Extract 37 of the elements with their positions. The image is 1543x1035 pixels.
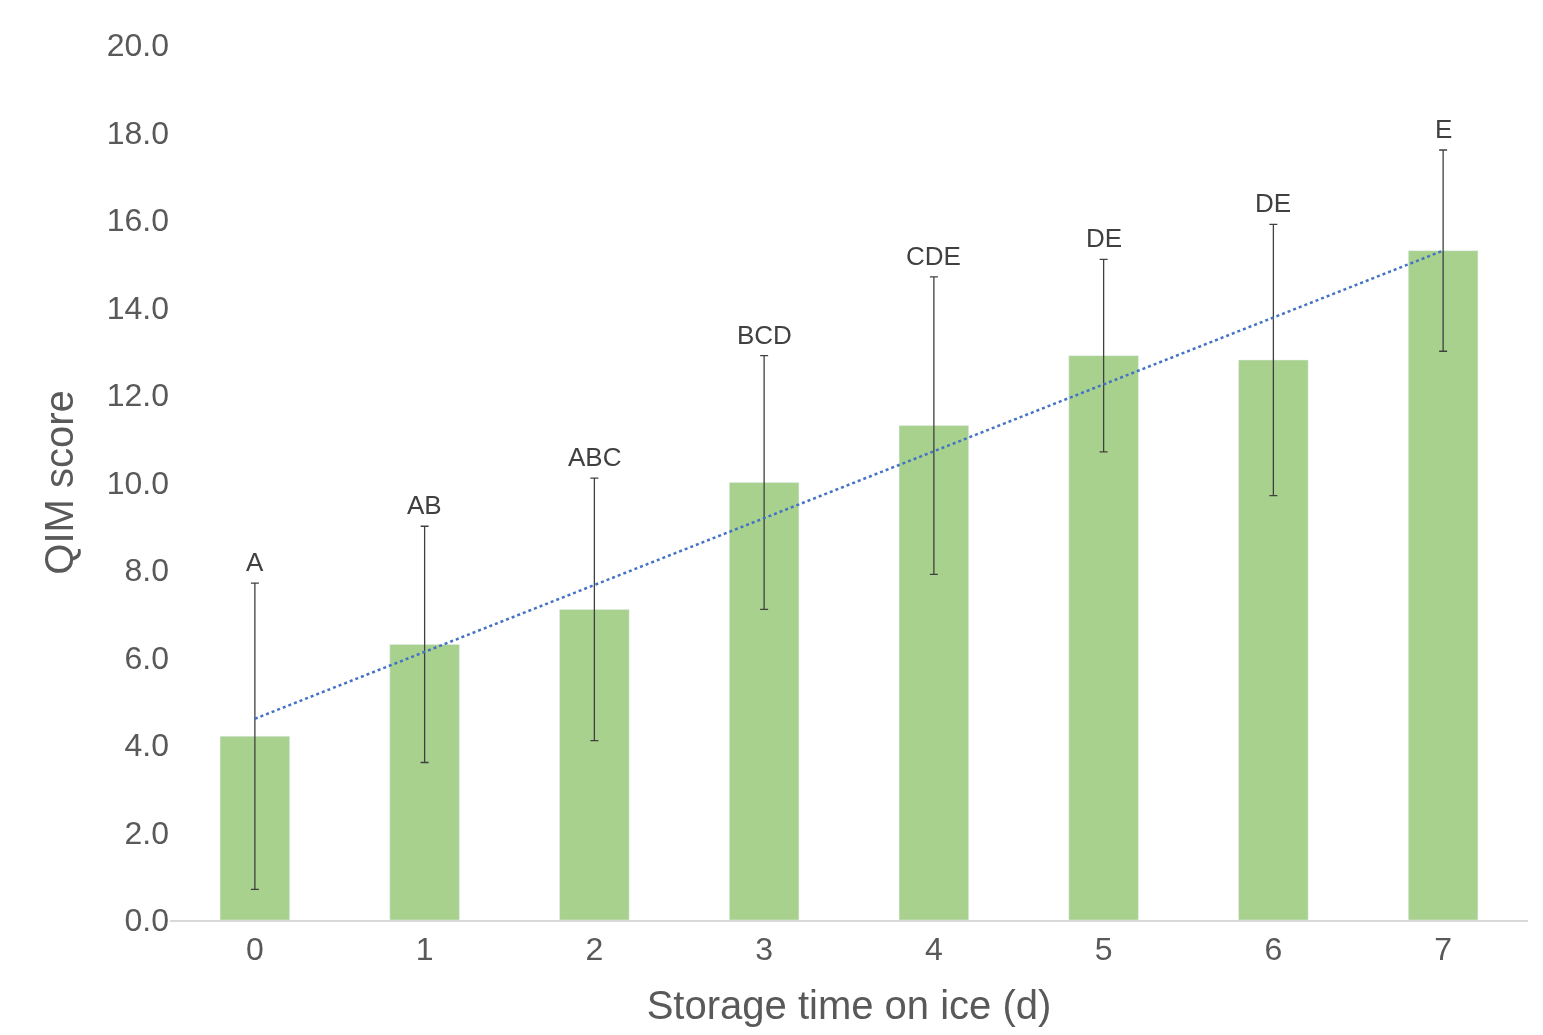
x-tick-label: 1 xyxy=(415,931,434,968)
x-tick-label: 3 xyxy=(755,931,774,968)
y-tick-label: 14.0 xyxy=(106,289,169,326)
y-tick-label: 20.0 xyxy=(106,27,169,64)
annotation: DE xyxy=(1255,188,1292,218)
y-tick-label: 8.0 xyxy=(124,552,169,589)
x-tick-label: 0 xyxy=(245,931,264,968)
y-tick-label: 2.0 xyxy=(124,814,169,851)
x-tick-label: 4 xyxy=(924,931,943,968)
annotation: BCD xyxy=(737,320,792,350)
bar xyxy=(1408,250,1479,920)
bar xyxy=(219,736,290,920)
annotation: ABC xyxy=(568,442,622,472)
annotation: E xyxy=(1435,114,1453,144)
y-tick-label: 0.0 xyxy=(124,902,169,939)
x-tick-label: 2 xyxy=(585,931,604,968)
bar xyxy=(729,482,800,920)
y-tick-label: 6.0 xyxy=(124,639,169,676)
bar xyxy=(1238,359,1309,920)
annotation: DE xyxy=(1086,223,1123,253)
y-tick-label: 10.0 xyxy=(106,464,169,501)
annotation: A xyxy=(246,547,264,577)
bar xyxy=(1068,355,1139,920)
x-axis-title: Storage time on ice (d) xyxy=(646,983,1052,1028)
y-tick-label: 4.0 xyxy=(124,727,169,764)
y-tick-label: 16.0 xyxy=(106,202,169,239)
x-tick-label: 7 xyxy=(1434,931,1453,968)
x-tick-label: 6 xyxy=(1264,931,1283,968)
y-axis-title: QIM score xyxy=(37,390,82,575)
bar xyxy=(559,609,630,920)
bar xyxy=(898,425,969,920)
x-tick-label: 5 xyxy=(1094,931,1113,968)
bar xyxy=(389,644,460,920)
y-tick-label: 18.0 xyxy=(106,114,169,151)
annotation: AB xyxy=(407,490,442,520)
annotation: CDE xyxy=(906,241,961,271)
y-tick-label: 12.0 xyxy=(106,377,169,414)
